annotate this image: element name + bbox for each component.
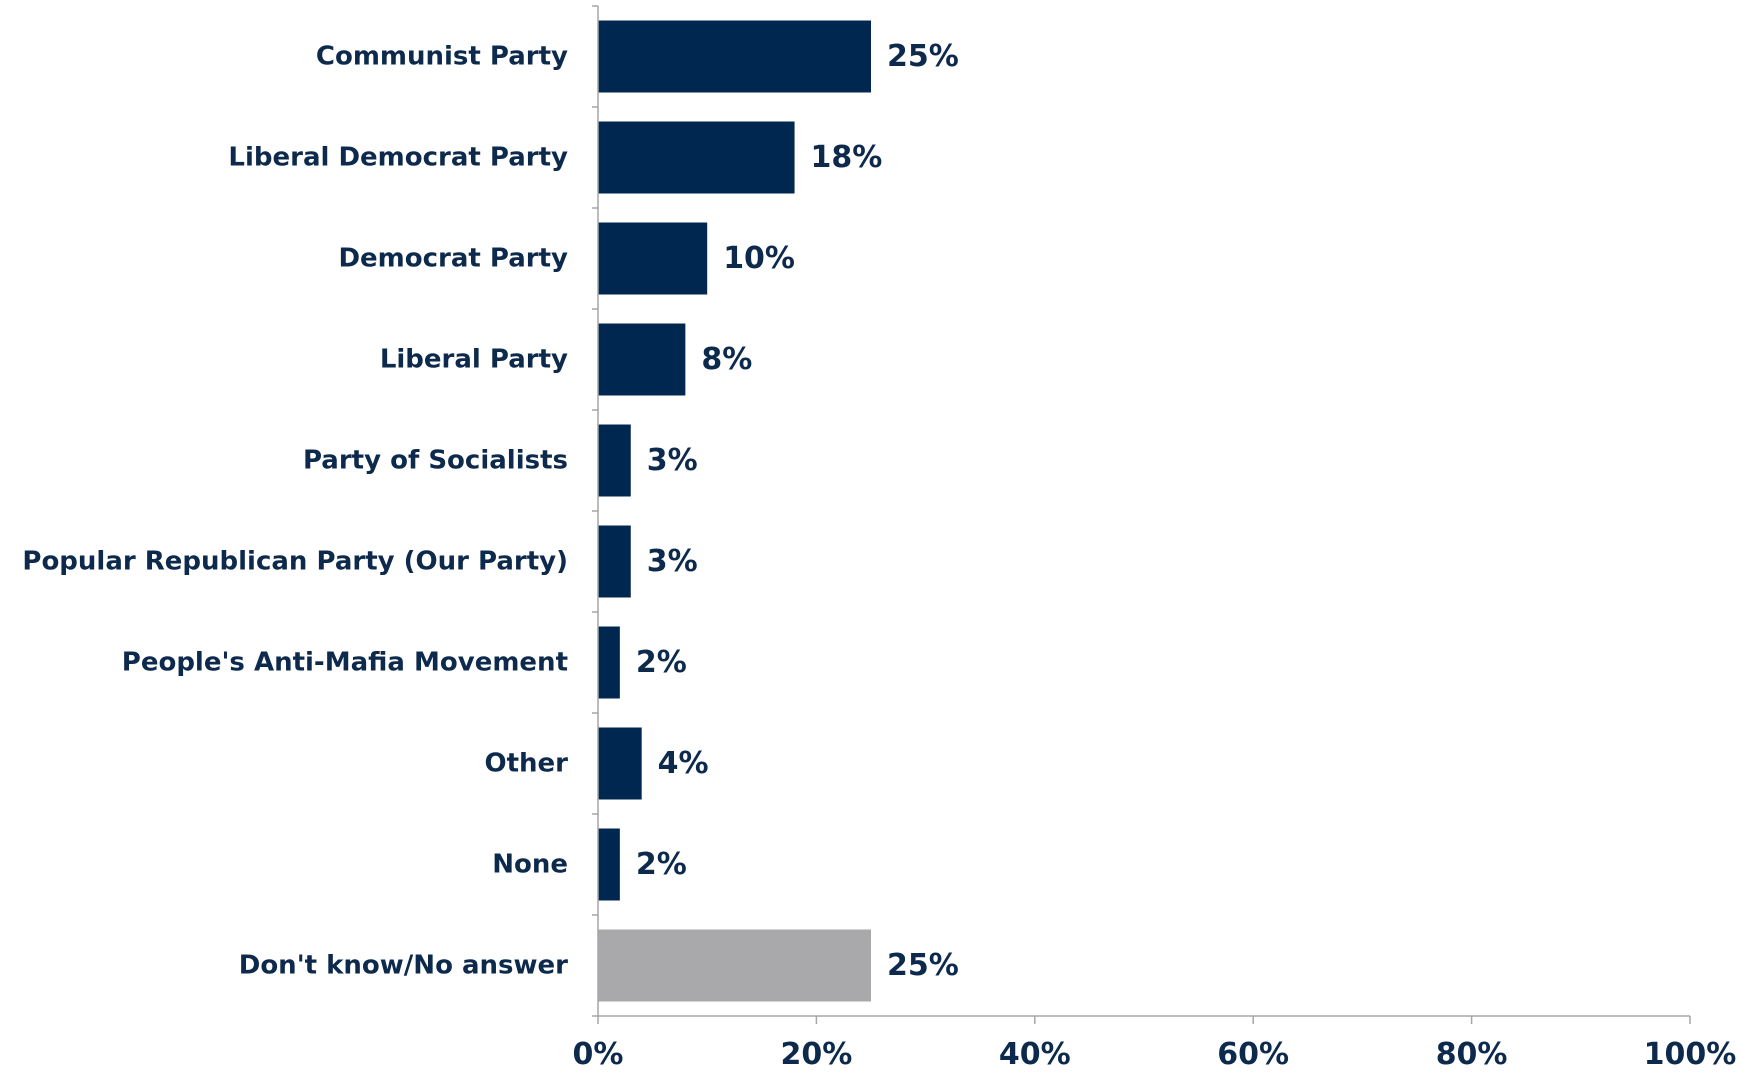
- data-label-2: 18%: [811, 140, 883, 175]
- x-tick-label-2: 40%: [999, 1037, 1071, 1072]
- bar-3: [598, 222, 708, 295]
- data-label-5: 3%: [647, 443, 698, 478]
- labels-layer: Communist Party 25% Liberal Democrat Party…: [22, 39, 1736, 1072]
- data-label-10: 25%: [887, 948, 959, 983]
- x-tick-label-3: 60%: [1217, 1037, 1289, 1072]
- category-label-5: Party of Socialists: [303, 446, 568, 476]
- bar-1: [598, 20, 871, 93]
- bar-10: [598, 929, 871, 1002]
- data-label-1: 25%: [887, 39, 959, 74]
- axis-layer: [592, 5, 1691, 1024]
- category-label-8: Other: [485, 749, 569, 779]
- category-label-3: Democrat Party: [338, 244, 568, 274]
- category-label-6: Popular Republican Party (Our Party): [22, 547, 568, 577]
- x-tick-label-1: 20%: [780, 1037, 852, 1072]
- bar-9: [598, 828, 620, 901]
- category-label-7: People's Anti-Mafia Movement: [122, 648, 568, 678]
- x-tick-label-0: 0%: [573, 1037, 624, 1072]
- category-label-4: Liberal Party: [380, 345, 568, 375]
- category-label-1: Communist Party: [316, 42, 568, 72]
- data-label-7: 2%: [636, 645, 687, 680]
- category-label-10: Don't know/No answer: [239, 951, 568, 981]
- category-label-2: Liberal Democrat Party: [228, 143, 568, 173]
- bar-6: [598, 525, 631, 598]
- data-label-8: 4%: [658, 746, 709, 781]
- data-label-3: 10%: [723, 241, 795, 276]
- x-tick-label-4: 80%: [1436, 1037, 1508, 1072]
- data-label-6: 3%: [647, 544, 698, 579]
- bar-4: [598, 323, 686, 396]
- data-label-9: 2%: [636, 847, 687, 882]
- data-label-4: 8%: [701, 342, 752, 377]
- bars-layer: [598, 20, 871, 1002]
- x-tick-label-5: 100%: [1644, 1037, 1737, 1072]
- bar-8: [598, 727, 642, 800]
- category-label-9: None: [492, 850, 568, 880]
- bar-5: [598, 424, 631, 497]
- bar-7: [598, 626, 620, 699]
- bar-2: [598, 121, 795, 194]
